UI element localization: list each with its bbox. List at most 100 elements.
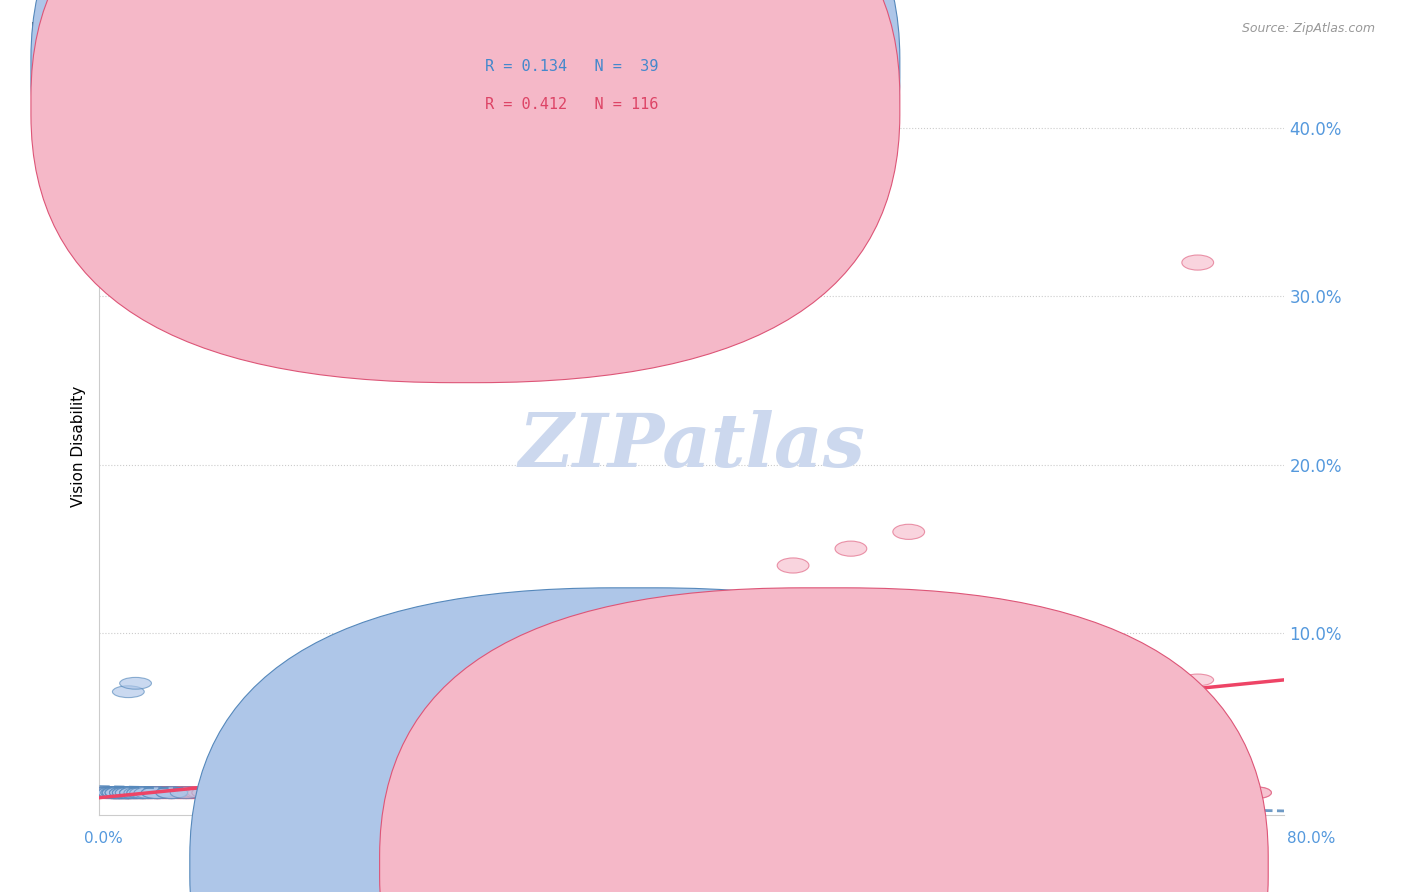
Ellipse shape <box>153 787 184 798</box>
Ellipse shape <box>214 787 246 798</box>
Ellipse shape <box>980 657 1011 669</box>
Ellipse shape <box>96 787 127 798</box>
Ellipse shape <box>120 677 152 690</box>
Text: 0.0%: 0.0% <box>84 831 124 846</box>
Ellipse shape <box>110 787 142 798</box>
Ellipse shape <box>163 787 195 798</box>
Ellipse shape <box>778 647 808 659</box>
Ellipse shape <box>134 787 166 798</box>
Ellipse shape <box>329 787 361 798</box>
Ellipse shape <box>1008 787 1040 798</box>
Ellipse shape <box>257 787 288 798</box>
Ellipse shape <box>1167 787 1199 798</box>
Ellipse shape <box>120 787 152 798</box>
Ellipse shape <box>1095 661 1128 673</box>
Ellipse shape <box>101 787 132 798</box>
Ellipse shape <box>103 787 134 798</box>
Ellipse shape <box>879 787 910 798</box>
Ellipse shape <box>163 787 195 798</box>
Ellipse shape <box>181 787 214 798</box>
Ellipse shape <box>98 787 129 798</box>
Ellipse shape <box>1038 664 1069 676</box>
Ellipse shape <box>1109 787 1142 798</box>
Ellipse shape <box>1123 664 1156 676</box>
Ellipse shape <box>134 787 166 798</box>
Ellipse shape <box>112 787 145 798</box>
Text: Kenyans: Kenyans <box>675 856 740 871</box>
Ellipse shape <box>211 787 242 798</box>
Ellipse shape <box>177 787 209 798</box>
Ellipse shape <box>134 787 166 798</box>
Ellipse shape <box>1182 787 1213 798</box>
Ellipse shape <box>264 787 297 798</box>
Ellipse shape <box>91 787 122 798</box>
Y-axis label: Vision Disability: Vision Disability <box>72 385 86 507</box>
Ellipse shape <box>221 787 253 798</box>
Ellipse shape <box>193 787 224 798</box>
Ellipse shape <box>98 787 129 798</box>
Ellipse shape <box>1038 787 1069 798</box>
Ellipse shape <box>502 787 534 798</box>
Ellipse shape <box>112 787 145 798</box>
Ellipse shape <box>124 787 156 798</box>
Ellipse shape <box>359 787 389 798</box>
Ellipse shape <box>734 787 766 798</box>
Ellipse shape <box>134 787 166 798</box>
Ellipse shape <box>173 787 205 798</box>
Ellipse shape <box>115 787 148 798</box>
Ellipse shape <box>936 787 967 798</box>
Ellipse shape <box>103 787 134 798</box>
Ellipse shape <box>115 787 148 798</box>
Ellipse shape <box>561 787 592 798</box>
Ellipse shape <box>149 787 180 798</box>
Ellipse shape <box>720 657 751 669</box>
Ellipse shape <box>1008 661 1040 673</box>
Ellipse shape <box>105 787 136 798</box>
Ellipse shape <box>105 787 136 798</box>
Text: R = 0.134   N =  39: R = 0.134 N = 39 <box>485 60 658 74</box>
Ellipse shape <box>101 787 132 798</box>
Ellipse shape <box>217 787 249 798</box>
Ellipse shape <box>1211 787 1243 798</box>
Ellipse shape <box>250 787 281 798</box>
Ellipse shape <box>197 787 228 798</box>
Ellipse shape <box>835 669 866 681</box>
Ellipse shape <box>633 787 665 798</box>
Ellipse shape <box>105 787 136 798</box>
Ellipse shape <box>806 656 838 667</box>
Text: KENYAN VS IMMIGRANTS FROM CENTRAL AMERICA VISION DISABILITY CORRELATION CHART: KENYAN VS IMMIGRANTS FROM CENTRAL AMERIC… <box>31 22 793 37</box>
Ellipse shape <box>145 787 176 798</box>
Ellipse shape <box>690 787 723 798</box>
Ellipse shape <box>101 787 132 798</box>
Ellipse shape <box>153 787 184 798</box>
Ellipse shape <box>221 787 253 798</box>
Ellipse shape <box>187 787 219 798</box>
Ellipse shape <box>142 787 173 798</box>
Ellipse shape <box>806 661 838 673</box>
Ellipse shape <box>142 787 173 798</box>
Ellipse shape <box>124 787 156 798</box>
Ellipse shape <box>893 652 925 664</box>
Ellipse shape <box>110 787 142 798</box>
Ellipse shape <box>149 787 180 798</box>
Ellipse shape <box>138 787 170 798</box>
Text: 80.0%: 80.0% <box>1288 831 1336 846</box>
Ellipse shape <box>690 647 723 659</box>
Ellipse shape <box>200 787 231 798</box>
Ellipse shape <box>142 787 173 798</box>
Ellipse shape <box>127 787 159 798</box>
Ellipse shape <box>202 787 233 798</box>
Ellipse shape <box>235 787 267 798</box>
Ellipse shape <box>105 787 136 798</box>
Ellipse shape <box>1139 787 1170 798</box>
Ellipse shape <box>127 787 159 798</box>
Ellipse shape <box>120 787 152 798</box>
Ellipse shape <box>228 787 260 798</box>
Ellipse shape <box>120 787 152 798</box>
Ellipse shape <box>200 787 231 798</box>
Ellipse shape <box>112 787 145 798</box>
Ellipse shape <box>129 787 162 798</box>
Ellipse shape <box>127 787 159 798</box>
Ellipse shape <box>1225 787 1257 798</box>
Ellipse shape <box>177 787 209 798</box>
